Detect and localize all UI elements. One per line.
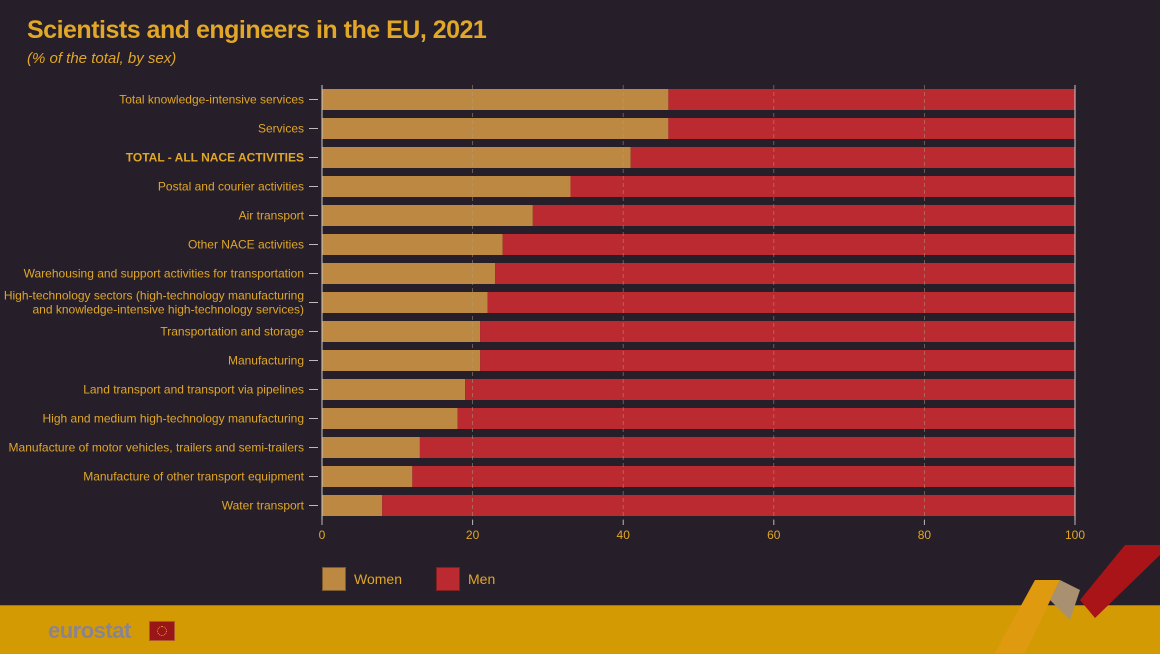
bar-women — [322, 350, 481, 371]
bar-men — [465, 379, 1075, 400]
chart-title: Scientists and engineers in the EU, 2021 — [27, 16, 487, 44]
bar-men — [480, 321, 1075, 342]
legend-item-women[interactable]: Women — [322, 567, 402, 591]
bar-women — [322, 118, 669, 139]
category-label: Manufacture of motor vehicles, trailers … — [9, 441, 304, 455]
x-tick-label: 40 — [617, 528, 631, 542]
x-tick-label: 0 — [319, 528, 326, 542]
legend-item-men[interactable]: Men — [436, 567, 495, 591]
category-label: Manufacturing — [228, 354, 304, 368]
category-label: Services — [258, 122, 304, 136]
decorative-chevron-icon — [995, 545, 1160, 653]
bar-men — [630, 147, 1075, 168]
bar-men — [382, 495, 1075, 516]
bar-men — [495, 263, 1075, 284]
category-label: Total knowledge-intensive services — [119, 93, 304, 107]
category-label: Air transport — [239, 209, 305, 223]
category-label: Warehousing and support activities for t… — [24, 267, 304, 281]
bar-women — [322, 234, 503, 255]
legend-label-women: Women — [354, 571, 402, 587]
chart-subtitle: (% of the total, by sex) — [27, 50, 177, 67]
bar-women — [322, 408, 458, 429]
bar-men — [412, 466, 1075, 487]
category-label: Postal and courier activities — [158, 180, 304, 194]
eu-flag-icon — [149, 621, 175, 641]
x-tick-label: 80 — [918, 528, 932, 542]
legend-swatch-women — [322, 567, 346, 591]
bar-women — [322, 205, 533, 226]
bar-men — [419, 437, 1075, 458]
bar-women — [322, 263, 496, 284]
category-label: Other NACE activities — [188, 238, 304, 252]
bar-men — [502, 234, 1076, 255]
bar-men — [457, 408, 1075, 429]
bar-women — [322, 495, 383, 516]
category-label: TOTAL - ALL NACE ACTIVITIES — [126, 151, 304, 165]
bar-women — [322, 292, 488, 313]
x-tick-label: 60 — [767, 528, 781, 542]
bar-women — [322, 321, 481, 342]
x-tick-label: 20 — [466, 528, 480, 542]
bar-women — [322, 379, 466, 400]
bar-women — [322, 147, 631, 168]
bar-men — [487, 292, 1075, 313]
bar-women — [322, 89, 669, 110]
category-label: Water transport — [222, 499, 305, 513]
bar-women — [322, 437, 420, 458]
bar-men — [668, 118, 1075, 139]
bar-women — [322, 466, 413, 487]
footer-band — [0, 605, 1160, 654]
category-label: Manufacture of other transport equipment — [83, 470, 304, 484]
category-label: Transportation and storage — [160, 325, 304, 339]
bar-women — [322, 176, 571, 197]
bar-men — [532, 205, 1075, 226]
bar-chart: Total knowledge-intensive services Servic… — [4, 85, 1085, 542]
bar-men — [570, 176, 1075, 197]
bar-men — [480, 350, 1075, 371]
category-label: High and medium high-technology manufact… — [43, 412, 305, 426]
legend-swatch-men — [436, 567, 460, 591]
legend-label-men: Men — [468, 571, 496, 587]
category-label: High-technology sectors (high-technology… — [4, 289, 304, 317]
bar-men — [668, 89, 1075, 110]
x-tick-label: 100 — [1065, 528, 1085, 542]
eurostat-logo: eurostat — [48, 618, 131, 643]
category-label: Land transport and transport via pipelin… — [83, 383, 304, 397]
